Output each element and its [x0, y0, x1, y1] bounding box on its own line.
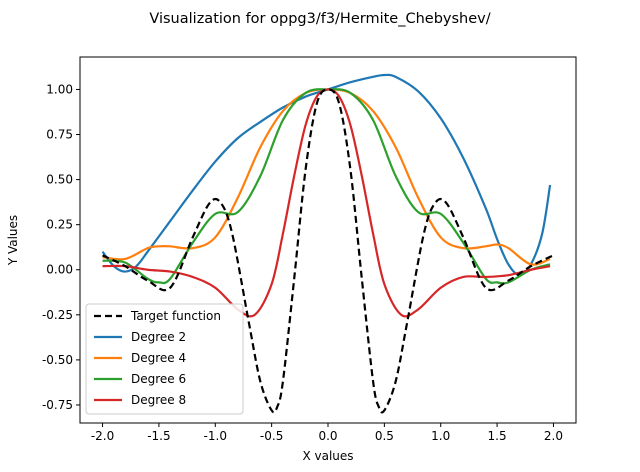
series-layer	[101, 73, 554, 414]
y-tick-label: -0.50	[42, 353, 73, 367]
x-axis-label: X values	[302, 449, 353, 463]
y-tick-label: 0.00	[46, 263, 73, 277]
legend-label: Target function	[130, 309, 221, 323]
legend-label: Degree 8	[131, 393, 186, 407]
series-line-target-function	[102, 88, 554, 414]
x-tick-label: 0.5	[375, 429, 394, 443]
y-tick-label: 0.50	[46, 173, 73, 187]
series-line-degree-4	[102, 88, 551, 266]
y-axis-ticks: -0.75 -0.50 -0.25 0.00 0.25 0.50 0.75 1.00	[42, 82, 80, 412]
x-tick-label: 1.0	[431, 429, 450, 443]
x-tick-label: 2.0	[544, 429, 563, 443]
y-tick-label: -0.25	[42, 308, 73, 322]
x-axis-ticks: -2.0 -1.5 -1.0 -0.5 0.0 0.5 1.0 1.5 2.0	[91, 423, 563, 443]
series-line-degree-2	[101, 73, 552, 277]
y-tick-label: 0.25	[46, 218, 73, 232]
y-tick-label: -0.75	[42, 398, 73, 412]
x-tick-label: -0.5	[260, 429, 283, 443]
legend-label: Degree 2	[131, 330, 186, 344]
legend-label: Degree 6	[131, 372, 186, 386]
x-tick-label: 1.5	[488, 429, 507, 443]
x-tick-label: -2.0	[91, 429, 114, 443]
x-tick-label: 0.0	[318, 429, 337, 443]
plot-area	[79, 56, 577, 424]
legend: Target function Degree 2 Degree 4 Degree 6 D…	[85, 303, 244, 415]
series-line-degree-8	[102, 88, 551, 318]
x-tick-label: -1.0	[204, 429, 227, 443]
y-tick-label: 0.75	[46, 128, 73, 142]
x-tick-label: -1.5	[147, 429, 170, 443]
y-axis-label: Y Values	[6, 215, 20, 266]
legend-box	[85, 303, 244, 415]
figure-title: Visualization for oppg3/f3/Hermite_Cheby…	[149, 11, 490, 27]
y-tick-label: 1.00	[46, 82, 73, 96]
series-line-degree-6	[102, 88, 551, 285]
legend-label: Degree 4	[131, 351, 186, 365]
